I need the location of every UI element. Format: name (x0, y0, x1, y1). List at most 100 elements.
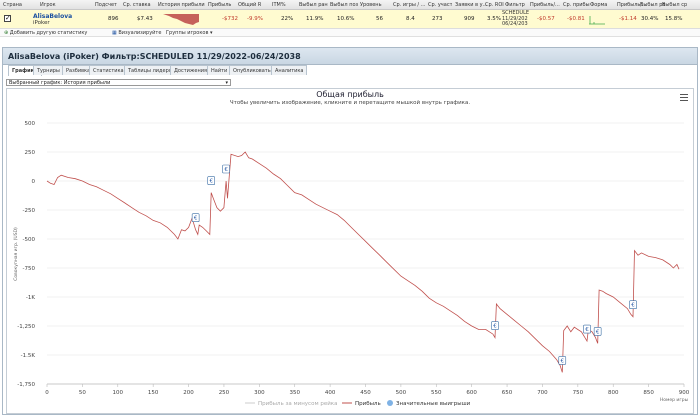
visualize-button[interactable]: ▦ Визуализируйте (112, 30, 161, 36)
y-tick-label: -250 (23, 208, 36, 214)
column-header[interactable]: Выбыл поз (330, 2, 359, 8)
column-header[interactable]: Выбыл ран (299, 2, 328, 8)
add-stats-label: Добавить другую статистику (9, 30, 88, 36)
x-tick-label: 900 (679, 390, 690, 396)
cell-avg-stake: $7.43 (137, 16, 153, 22)
big-win-marker-icon: € (631, 303, 635, 309)
cell-profit: -$732 (222, 16, 238, 22)
row-checkbox[interactable] (4, 14, 11, 22)
x-axis-label: Номер игры (660, 397, 689, 403)
cell-filter: SCHEDULE 11/29/202 06/24/203 (502, 10, 529, 28)
column-header[interactable]: Прибыль (208, 2, 232, 8)
legend-item-rake: Прибыль за минусом рейка (258, 400, 338, 407)
column-header[interactable]: Выбыл ср (662, 2, 688, 8)
y-tick-label: -500 (23, 237, 36, 243)
y-tick-label: -1K (26, 295, 35, 301)
cell-avg-games: 8.4 (406, 16, 415, 22)
column-header[interactable]: Прибыль/... (530, 2, 560, 8)
x-tick-label: 800 (608, 390, 619, 396)
chart-selector-label: Выбранный график: (9, 80, 63, 86)
chart-title: Общая прибыль (316, 90, 384, 99)
x-tick-label: 50 (79, 390, 86, 396)
player-groups-button[interactable]: Группы игроков ▾ (166, 30, 213, 36)
filter-line-2: 11/29/202 (502, 15, 528, 22)
cell-profit-per2: -$1.14 (619, 16, 637, 22)
big-win-marker (207, 176, 216, 185)
cell-entries: 909 (464, 16, 475, 22)
y-tick-label: -750 (23, 266, 36, 272)
cell-avg-roi: 3.5% (487, 16, 501, 22)
tab-9[interactable]: Аналитика (271, 65, 308, 75)
player-name-link[interactable]: AlisaBelova (33, 13, 73, 20)
cell-early-out: 11.9% (306, 16, 324, 22)
tab-6[interactable]: Достижения (170, 65, 211, 75)
tab-4[interactable]: Статистика (89, 65, 128, 75)
tab-7[interactable]: Найти (207, 65, 232, 75)
tab-8[interactable]: Опубликовать (229, 65, 275, 75)
x-tick-label: 400 (325, 390, 336, 396)
column-header[interactable]: Выбыл ра (640, 2, 666, 8)
y-tick-label: -1.5K (21, 353, 36, 359)
column-header[interactable]: Ср. ставка (123, 2, 151, 8)
cell-count: 896 (108, 16, 119, 22)
x-tick-label: 450 (360, 390, 371, 396)
column-header[interactable]: ITM% (272, 2, 286, 8)
big-win-marker (593, 327, 602, 336)
cell-out-late2: 30.4% (641, 16, 659, 22)
hamburger-menu-icon[interactable] (680, 94, 688, 101)
column-header[interactable]: Подсчет (95, 2, 117, 8)
form-sparkline (589, 16, 605, 25)
x-tick-label: 0 (45, 390, 49, 396)
column-header[interactable]: Игрок (40, 2, 56, 8)
column-header[interactable]: Ср. участ (428, 2, 453, 8)
chart-container[interactable]: Общая прибыль Чтобы увеличить изображение… (6, 88, 694, 414)
column-header[interactable]: Страна (3, 2, 22, 8)
big-win-marker-icon: € (194, 216, 198, 222)
player-row[interactable]: AlisaBelova iPoker 896 $7.43 -$732 -9.9%… (0, 10, 700, 29)
column-header[interactable]: Заявки в у... (455, 2, 488, 8)
panel-title-bar: AlisaBelova (iPoker) Фильтр:SCHEDULED 11… (3, 48, 697, 65)
x-tick-label: 650 (502, 390, 513, 396)
add-stats-button[interactable]: ⊕ Добавить другую статистику (4, 30, 87, 36)
cell-total-r: -9.9% (247, 16, 263, 22)
stats-table-header: Страна Игрок Подсчет Ср. ставка История приб… (0, 0, 700, 10)
tab-2[interactable]: Турниры (33, 65, 64, 75)
y-tick-label: 500 (25, 121, 36, 127)
big-win-marker-icon: € (209, 179, 213, 185)
profit-series-line (46, 151, 680, 373)
column-header[interactable]: Общий R (238, 2, 262, 8)
column-header[interactable]: Ср. прибы (563, 2, 590, 8)
x-tick-label: 600 (466, 390, 477, 396)
big-win-marker-icon: € (493, 324, 497, 330)
column-header[interactable]: История прибыли (158, 2, 205, 8)
player-groups-label: Группы игроков (166, 30, 209, 36)
chart-selector-value: История прибыли (63, 80, 111, 86)
x-tick-label: 550 (431, 390, 442, 396)
column-header[interactable]: Уровень (360, 2, 382, 8)
legend-swatch-bigwins (387, 400, 393, 406)
column-header[interactable]: Прибыль/... (617, 2, 647, 8)
big-win-marker (558, 356, 567, 365)
table-toolbar: ⊕ Добавить другую статистику ▦ Визуализи… (0, 29, 700, 37)
x-tick-label: 500 (396, 390, 407, 396)
x-tick-label: 150 (148, 390, 159, 396)
x-tick-label: 350 (289, 390, 300, 396)
x-tick-label: 300 (254, 390, 265, 396)
chevron-down-icon: ▾ (225, 80, 228, 86)
player-site: iPoker (33, 20, 50, 26)
column-header[interactable]: Фильтр (505, 2, 525, 8)
x-tick-label: 750 (573, 390, 584, 396)
column-header[interactable]: Ср. игры / ... (393, 2, 426, 8)
chart-selector[interactable]: Выбранный график: История прибыли ▾ (6, 79, 231, 86)
filter-line-3: 06/24/203 (502, 21, 528, 27)
profit-history-sparkline (163, 14, 199, 25)
x-tick-label: 250 (219, 390, 230, 396)
cell-avg-profit: -$0.81 (567, 16, 585, 22)
legend-item-bigwins: Значительные выигрыши (396, 401, 471, 407)
panel-title: AlisaBelova (iPoker) Фильтр:SCHEDULED 11… (8, 52, 301, 61)
chart-subtitle: Чтобы увеличить изображение, кликните и … (230, 99, 470, 106)
column-header[interactable]: Форма (590, 2, 608, 8)
y-tick-label: 250 (25, 150, 36, 156)
column-header[interactable]: Ср. ROI (485, 2, 504, 8)
